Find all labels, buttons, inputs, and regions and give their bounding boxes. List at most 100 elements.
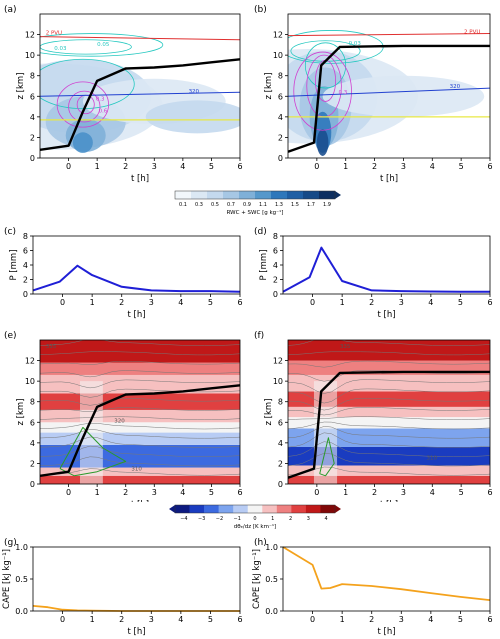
x-tick-label-g: 2 [119,615,124,624]
contour-label-b: 2 PVU [464,30,480,36]
y-tick-label-f: 6 [278,418,283,427]
dtheta-band [40,475,240,484]
y-tick-label-c: 4 [23,261,28,270]
field-b [288,30,490,156]
x-tick-label-d: 2 [369,298,374,307]
x-tick-label-g: 4 [178,615,183,624]
colorbar-segment [207,191,224,199]
y-tick-label-d: 8 [273,232,278,241]
chart-panel-d: 0 1 2 3 4 5 6 0 2 4 6 8 t [h] P [mm] (d) [254,227,493,320]
x-tick-label-e: 4 [180,488,185,497]
panel-label-e: (e) [4,331,17,341]
colorbar-tick-label: 0.9 [243,202,251,208]
isentrope-label-f: 335 [340,344,351,350]
colorbar-segment [191,191,208,199]
colorbar-frame [174,504,336,514]
data-line-g [32,605,240,612]
colorbar-tick-label: 1.7 [307,202,315,208]
plot-frame-a [39,13,241,159]
colorbar-segment [223,191,240,199]
y-axis-label-c: P [mm] [9,249,19,280]
y-tick-label-b: 8 [278,72,283,81]
isentrope-label-f: 310 [427,455,438,461]
y-tick-label-f: 8 [278,398,283,407]
x-tick-label-b: 0 [314,162,319,171]
y-tick-label-h: 1.0 [265,543,278,552]
colorbar-tick-label: 1.9 [323,202,331,208]
colorbar-tick-label: 0.5 [211,202,219,208]
y-tick-label-c: 0 [23,290,28,299]
colorbar-tick-label: 0.3 [195,202,203,208]
colorbar-tick-label: 1.3 [275,202,283,208]
y-tick-label-f: 10 [273,377,283,386]
colorbar-tick-label: 1.1 [259,202,267,208]
plot-frame-c [32,235,241,295]
y-tick-label-h: 0.5 [265,575,278,584]
y-tick-label-b: 4 [278,113,283,122]
y-tick-label-e: 6 [30,418,35,427]
x-axis-label-h: t [h] [377,627,395,637]
colorbar-segment [204,505,219,513]
panel-label-d: (d) [254,227,267,237]
colorbar-extension [169,505,175,513]
isentrope-line [40,423,240,430]
contour-label-a: 0.05 [97,42,110,48]
dtheta-band [288,465,490,476]
colorbar-segment [189,505,205,513]
x-tick-label-d: 3 [399,298,404,307]
isentrope-label-e: 335 [46,344,57,350]
colorbar-tick-label: 0.7 [227,202,235,208]
x-tick-label-f: 6 [487,488,492,497]
x-tick-label-g: 0 [60,615,65,624]
chart-panel-e: 3103203350123456024681012t [h]z [km](e) [4,331,243,502]
data-line-h [282,546,491,601]
x-tick-label-a: 6 [237,162,242,171]
x-tick-label-g: 3 [149,615,154,624]
x-tick-label-h: 4 [428,615,433,624]
isentrope-line [288,340,490,346]
y-tick-label-c: 8 [23,232,28,241]
isentrope-line [288,397,490,411]
magenta-contour [293,51,352,131]
y-tick-label-g: 1.0 [15,543,28,552]
isentrope-line [288,407,490,416]
y-tick-label-c: 2 [23,276,28,285]
isentrope-line [40,407,240,413]
x-tick-label-a: 2 [123,162,128,171]
rwc-shading [72,132,93,153]
panel-label-a: (a) [4,5,17,15]
colorbar-tick-label: 3 [307,516,310,522]
plot-frame-f [287,339,491,485]
x-axis-label-f: t [h] [380,500,398,502]
chart-panel-g: 0 1 2 3 4 5 6 0.0 0.5 1.0 t [h] CAPE [kJ kg⁻¹](g) [2,538,243,637]
x-tick-label-h: 6 [487,615,492,624]
isentrope-line [40,351,240,356]
x-tick-label-f: 1 [343,488,348,497]
dtheta-band [288,340,490,361]
colorbar-segment [239,191,256,199]
colorbar-segment [218,505,234,513]
x-tick-label-e: 3 [152,488,157,497]
x-tick-label-a: 4 [180,162,185,171]
panel-label-f: (f) [254,331,264,341]
isentrope-line [288,426,490,439]
colorbar-tick-label: 0 [253,516,256,522]
x-tick-label-b: 5 [459,162,464,171]
y-tick-label-f: 4 [278,439,283,448]
colorbar-tick-label: 4 [325,516,328,522]
y-tick-label-b: 6 [278,92,283,101]
y-tick-label-e: 12 [25,357,35,366]
y-tick-label-b: 2 [278,133,283,142]
chart-panel-f: 3103350123456024681012t [h]z [km](f) [254,331,493,502]
dtheta-band [40,362,240,375]
colorbar-tick-label: 1 [271,516,274,522]
x-tick-label-f: 5 [459,488,464,497]
y-tick-label-d: 0 [273,290,278,299]
plot-frame-h [282,546,491,612]
isentrope-line [40,445,240,457]
x-tick-label-h: 3 [399,615,404,624]
colorbar-segment [305,505,321,513]
x-tick-label-e: 1 [95,488,100,497]
isentrope-line [288,453,490,467]
